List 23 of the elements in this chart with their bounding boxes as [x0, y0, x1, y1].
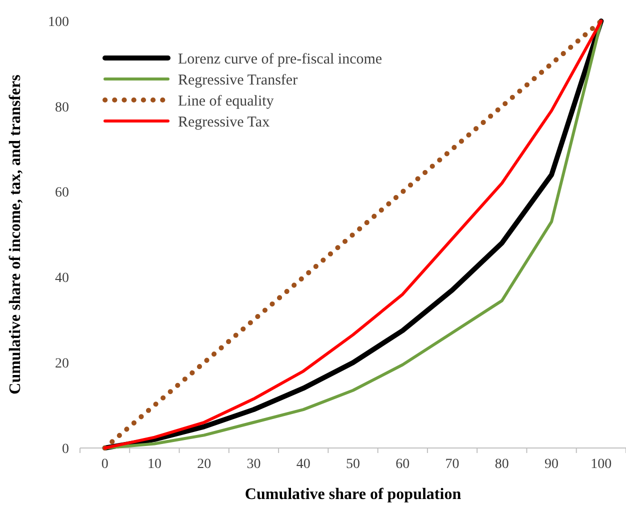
y-tick-label: 80	[55, 100, 69, 116]
legend-label: Lorenz curve of pre-fiscal income	[178, 51, 382, 68]
x-tick-label: 50	[346, 457, 360, 472]
y-tick-label: 0	[62, 442, 69, 457]
y-tick-label: 20	[55, 356, 69, 372]
legend-label: Line of equality	[178, 93, 274, 110]
x-tick-label: 20	[197, 457, 212, 472]
x-axis-title: Cumulative share of population	[244, 486, 462, 503]
x-tick-label: 0	[101, 457, 108, 472]
x-tick-label: 100	[590, 457, 612, 472]
x-tick-label: 70	[445, 457, 460, 472]
x-tick-label: 30	[246, 457, 261, 472]
y-tick-label: 40	[55, 271, 69, 286]
y-tick-label: 60	[55, 186, 69, 201]
x-tick-label: 60	[396, 457, 410, 472]
x-tick-label: 90	[544, 457, 559, 472]
y-tick-label: 100	[48, 14, 69, 30]
x-tick-label: 80	[494, 457, 509, 472]
x-tick-label: 40	[296, 457, 310, 472]
x-tick-label: 10	[147, 457, 162, 472]
legend-label: Regressive Transfer	[178, 72, 298, 88]
legend-label: Regressive Tax	[178, 114, 270, 130]
y-axis-title: Cumulative share of income, tax, and transfers	[7, 74, 24, 394]
